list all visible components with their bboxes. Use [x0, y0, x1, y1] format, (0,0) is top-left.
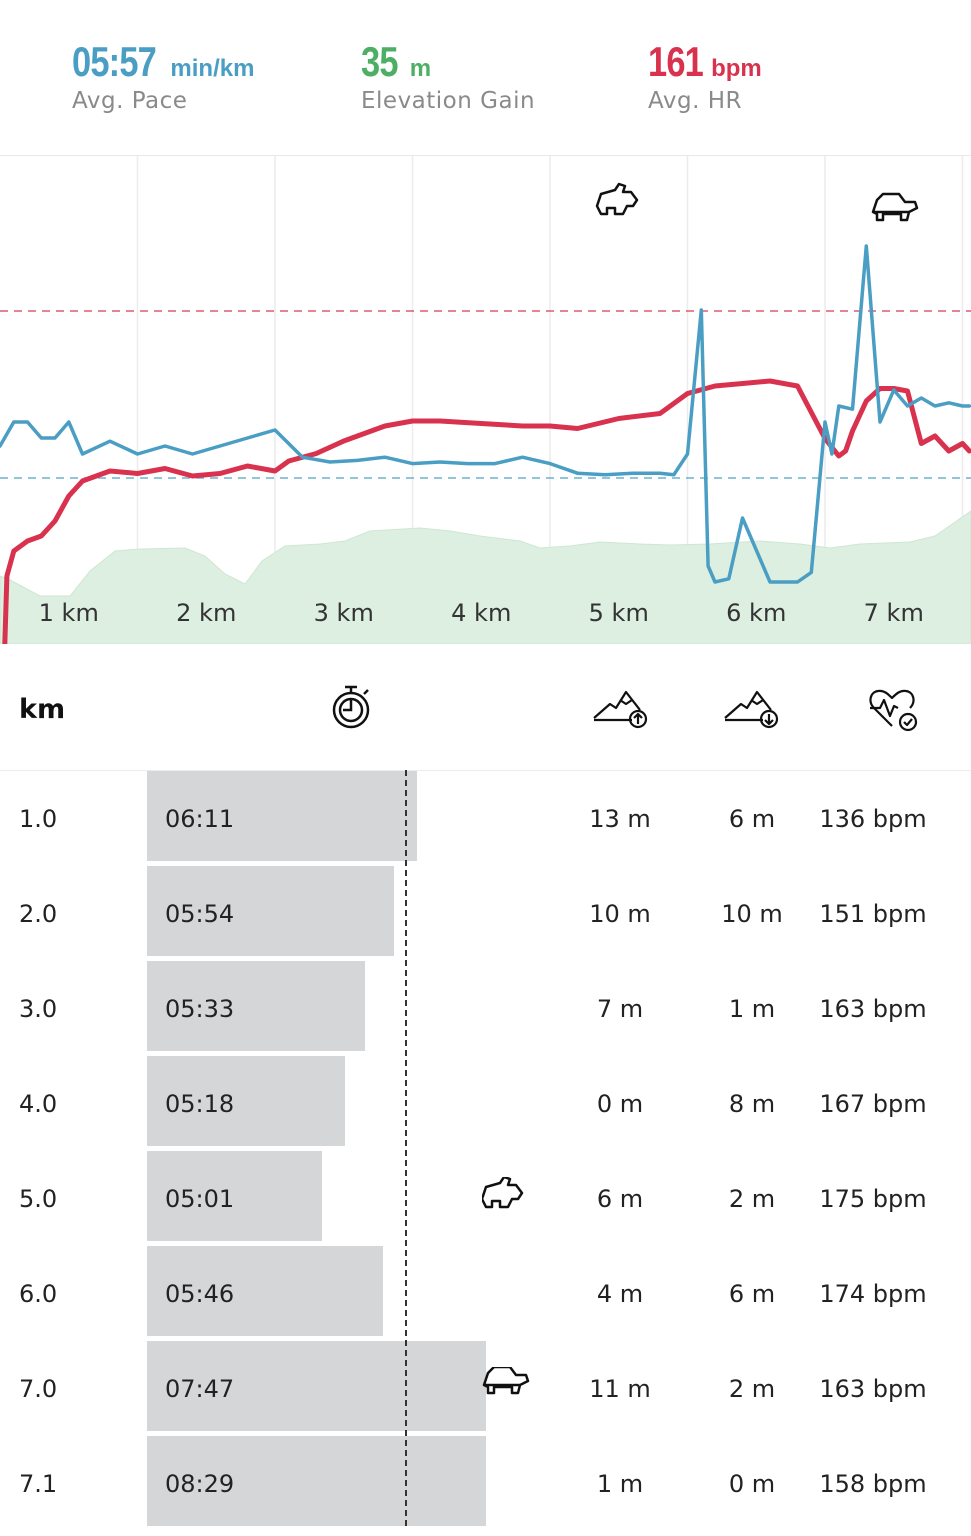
x-tick-label: 1 km	[39, 599, 99, 627]
elevation-gain-stat: 35 m Elevation Gain	[361, 38, 535, 114]
split-elevation-up: 6 m	[596, 1185, 644, 1213]
split-elevation-up: 11 m	[589, 1375, 651, 1403]
split-km: 5.0	[19, 1185, 58, 1213]
elevation-up-icon	[593, 690, 648, 729]
split-pace: 05:01	[165, 1185, 235, 1213]
split-elevation-down: 6 m	[728, 1280, 776, 1308]
elevation-down-icon	[724, 690, 779, 729]
table-row[interactable]: 2.0 05:54 10 m 10 m 151 bpm	[0, 866, 971, 961]
split-heart-rate: 163 bpm	[819, 995, 927, 1023]
x-tick-label: 2 km	[176, 599, 236, 627]
turtle-icon	[482, 1365, 530, 1403]
x-tick-label: 5 km	[589, 599, 649, 627]
heart-rate-line	[2, 378, 971, 644]
avg-pace-label: Avg. Pace	[72, 88, 188, 114]
avg-pace-value: 05:57	[72, 38, 157, 85]
pace-bar	[147, 961, 366, 1051]
split-elevation-up: 1 m	[596, 1470, 644, 1498]
pace-bar	[147, 1436, 486, 1526]
split-elevation-down: 10 m	[721, 900, 783, 928]
split-elevation-up: 0 m	[596, 1090, 644, 1118]
avg-pace-unit: min/km	[170, 55, 255, 82]
avg-hr-label: Avg. HR	[648, 88, 742, 114]
avg-hr-stat: 161 bpm Avg. HR	[648, 38, 762, 114]
split-pace: 05:46	[165, 1280, 235, 1308]
split-pace: 05:54	[165, 900, 235, 928]
pace-bar	[147, 771, 417, 861]
split-elevation-up: 13 m	[589, 805, 651, 833]
rabbit-icon	[480, 1175, 530, 1217]
elevation-area	[0, 510, 971, 644]
split-elevation-up: 7 m	[596, 995, 644, 1023]
table-row[interactable]: 6.0 05:46 4 m 6 m 174 bpm	[0, 1246, 971, 1341]
table-row[interactable]: 7.0 07:47 11 m 2 m 163 bpm	[0, 1341, 971, 1436]
avg-pace-stat: 05:57 min/km Avg. Pace	[72, 38, 254, 114]
table-row[interactable]: 4.0 05:18 0 m 8 m 167 bpm	[0, 1056, 971, 1151]
x-tick-label: 7 km	[864, 599, 924, 627]
split-pace: 05:18	[165, 1090, 235, 1118]
split-heart-rate: 158 bpm	[819, 1470, 927, 1498]
split-elevation-down: 1 m	[728, 995, 776, 1023]
x-tick-label: 6 km	[726, 599, 786, 627]
split-pace: 05:33	[165, 995, 235, 1023]
elevation-gain-value: 35	[361, 38, 398, 85]
run-chart[interactable]: 1 km 2 km 3 km 4 km 5 km 6 km 7 km	[0, 156, 971, 644]
split-elevation-down: 6 m	[728, 805, 776, 833]
split-elevation-up: 4 m	[596, 1280, 644, 1308]
avg-hr-value: 161	[648, 38, 704, 85]
table-row[interactable]: 5.0 05:01 6 m 2 m 175 bpm	[0, 1151, 971, 1246]
split-km: 7.0	[19, 1375, 58, 1403]
split-elevation-down: 2 m	[728, 1185, 776, 1213]
km-column-header: km	[19, 694, 66, 725]
chart-grid	[136, 156, 964, 644]
split-pace: 08:29	[165, 1470, 235, 1498]
split-pace: 07:47	[165, 1375, 235, 1403]
avg-pace-marker-line	[405, 770, 407, 1526]
pace-bar	[147, 1341, 486, 1431]
split-pace: 06:11	[165, 805, 235, 833]
rabbit-icon	[595, 182, 639, 216]
pace-line	[0, 244, 971, 584]
table-row[interactable]: 1.0 06:11 13 m 6 m 136 bpm	[0, 771, 971, 866]
split-elevation-up: 10 m	[589, 900, 651, 928]
pace-bar	[147, 866, 394, 956]
split-heart-rate: 167 bpm	[819, 1090, 927, 1118]
summary-header: 05:57 min/km Avg. Pace 35 m Elevation Gain…	[0, 0, 971, 156]
turtle-icon	[871, 192, 919, 222]
split-elevation-down: 8 m	[728, 1090, 776, 1118]
split-heart-rate: 175 bpm	[819, 1185, 927, 1213]
table-row[interactable]: 3.0 05:33 7 m 1 m 163 bpm	[0, 961, 971, 1056]
split-heart-rate: 136 bpm	[819, 805, 927, 833]
split-heart-rate: 151 bpm	[819, 900, 927, 928]
split-km: 1.0	[19, 805, 58, 833]
pace-bar	[147, 1056, 345, 1146]
split-heart-rate: 174 bpm	[819, 1280, 927, 1308]
x-axis-labels: 1 km 2 km 3 km 4 km 5 km 6 km 7 km	[39, 599, 924, 627]
elevation-gain-unit: m	[409, 55, 432, 82]
table-row[interactable]: 7.1 08:29 1 m 0 m 158 bpm	[0, 1436, 971, 1531]
split-km: 4.0	[19, 1090, 58, 1118]
split-km: 6.0	[19, 1280, 58, 1308]
pace-bar	[147, 1246, 384, 1336]
split-elevation-down: 0 m	[728, 1470, 776, 1498]
x-tick-label: 4 km	[451, 599, 511, 627]
avg-hr-unit: bpm	[711, 55, 762, 82]
split-elevation-down: 2 m	[728, 1375, 776, 1403]
x-tick-label: 3 km	[314, 599, 374, 627]
split-km: 2.0	[19, 900, 58, 928]
heart-rate-icon	[869, 689, 918, 732]
elevation-gain-label: Elevation Gain	[361, 88, 536, 114]
split-km: 3.0	[19, 995, 58, 1023]
stopwatch-icon	[332, 685, 370, 729]
split-heart-rate: 163 bpm	[819, 1375, 927, 1403]
splits-table-header: km	[0, 644, 971, 771]
split-km: 7.1	[19, 1470, 58, 1498]
pace-bar	[147, 1151, 322, 1241]
